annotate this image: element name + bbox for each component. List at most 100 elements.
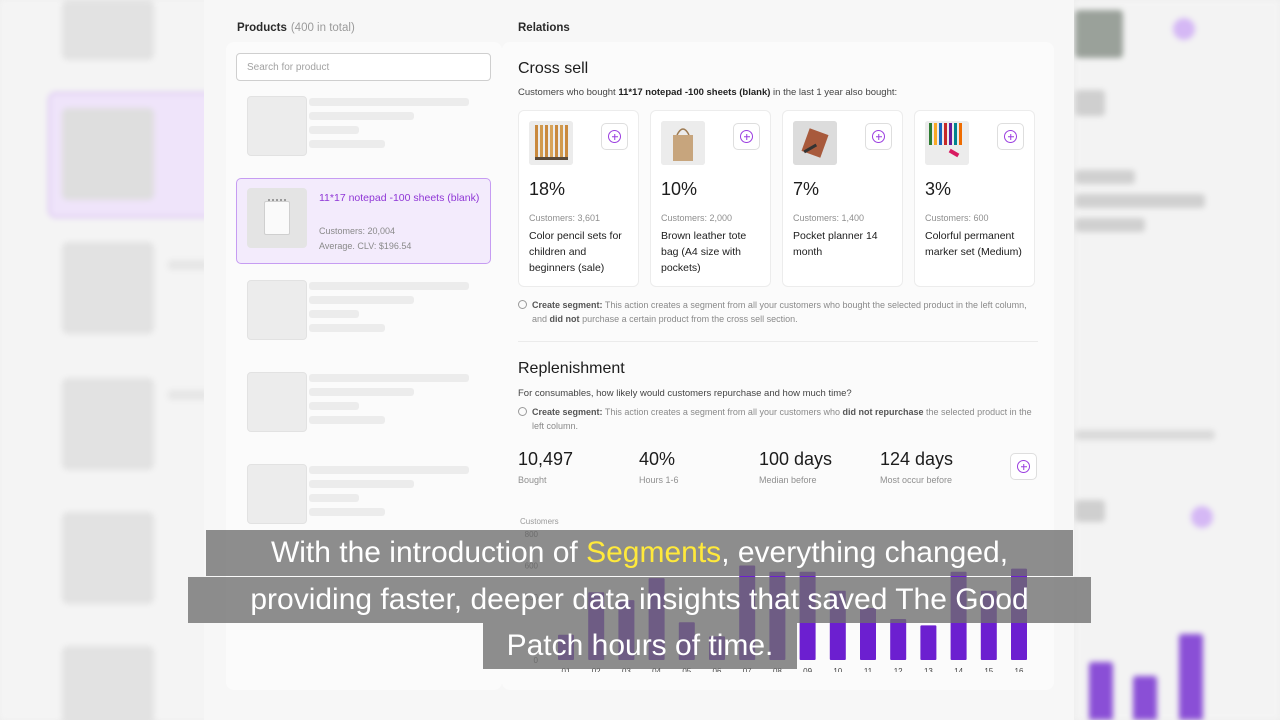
markers-image xyxy=(925,121,969,165)
chart-x-tick-label: 02 xyxy=(592,667,601,672)
chart-x-tick-label: 04 xyxy=(652,667,661,672)
desc-prefix: Customers who bought xyxy=(518,87,616,98)
cross-sell-percent: 10% xyxy=(661,179,698,199)
background-card xyxy=(62,0,154,60)
note-text: This action creates a segment from all y… xyxy=(604,407,840,417)
cross-sell-product-name: Colorful permanent marker set (Medium) xyxy=(925,230,1022,258)
stat-value: 100 days xyxy=(759,449,833,469)
notepad-icon xyxy=(264,199,290,235)
background-card xyxy=(62,512,154,604)
cross-sell-card[interactable]: 10% Customers: 2,000 Brown leather tote … xyxy=(650,110,771,287)
caption-line-3: Patch hours of time. xyxy=(483,623,797,669)
note-text: This action creates a segment from all y… xyxy=(532,300,1027,324)
chart-x-tick-label: 10 xyxy=(833,667,842,672)
cross-sell-percent: 18% xyxy=(529,179,566,199)
chart-x-tick-label: 01 xyxy=(562,667,571,672)
cross-sell-card[interactable]: 18% Customers: 3,601 Color pencil sets f… xyxy=(518,110,639,287)
background-text xyxy=(1075,500,1105,522)
cross-sell-description: Customers who bought 11*17 notepad -100 … xyxy=(518,87,897,98)
product-thumbnail-placeholder xyxy=(247,372,307,432)
cross-sell-percent: 3% xyxy=(925,179,952,199)
add-segment-button[interactable] xyxy=(601,123,628,150)
stat-bought: 10,497 Bought xyxy=(518,449,573,485)
replenishment-description: For consumables, how likely would custom… xyxy=(518,388,852,399)
stat-most-occur: 124 days Most occur before xyxy=(880,449,953,485)
replenishment-segment-note: Create segment: This action creates a se… xyxy=(518,405,1038,433)
skeleton-line xyxy=(309,508,385,516)
product-thumbnail-placeholder xyxy=(247,464,307,524)
skeleton-line xyxy=(309,310,359,318)
tote-bag-image xyxy=(661,121,705,165)
skeleton-line xyxy=(309,416,385,424)
products-title: Products xyxy=(237,22,287,34)
product-search-input[interactable] xyxy=(236,53,491,81)
chart-x-tick-label: 08 xyxy=(773,667,782,672)
skeleton-line xyxy=(309,140,385,148)
plus-circle-icon xyxy=(608,130,621,143)
add-segment-button[interactable] xyxy=(733,123,760,150)
chart-x-tick-label: 06 xyxy=(713,667,722,672)
background-text xyxy=(1075,170,1135,184)
background-line xyxy=(168,390,208,400)
cross-sell-product-name: Brown leather tote bag (A4 size with poc… xyxy=(661,230,747,274)
stat-median: 100 days Median before xyxy=(759,449,832,485)
stat-value: 40% xyxy=(639,449,676,469)
stat-label: Bought xyxy=(518,475,547,485)
cross-sell-customers: Customers: 3,601 xyxy=(529,213,601,223)
chart-x-tick-label: 09 xyxy=(803,667,812,672)
background-card xyxy=(62,242,154,334)
pencils-image xyxy=(529,121,573,165)
chart-x-tick-label: 12 xyxy=(894,667,903,672)
chart-x-tick-label: 15 xyxy=(984,667,993,672)
cross-sell-product-name: Color pencil sets for children and begin… xyxy=(529,230,622,274)
cross-sell-segment-note: Create segment: This action creates a se… xyxy=(518,298,1038,326)
background-bar xyxy=(1133,676,1157,720)
background-plus-icon xyxy=(1173,18,1195,40)
selected-product-name: 11*17 notepad -100 sheets (blank) xyxy=(319,192,480,204)
selected-product-card[interactable]: 11*17 notepad -100 sheets (blank) Custom… xyxy=(236,178,491,264)
chart-x-tick-label: 16 xyxy=(1015,667,1024,672)
chart-x-tick-label: 07 xyxy=(743,667,752,672)
info-icon xyxy=(518,407,527,416)
chart-x-tick-label: 03 xyxy=(622,667,631,672)
background-bar xyxy=(1179,634,1203,720)
stat-label: Most occur before xyxy=(880,475,953,485)
notepad-image xyxy=(247,188,307,248)
note-text: purchase a certain product from the cros… xyxy=(582,314,798,324)
products-heading: Products (400 in total) xyxy=(237,22,355,34)
chart-y-axis-label: Customers xyxy=(520,517,559,526)
background-text xyxy=(1075,430,1215,440)
background-card xyxy=(62,646,154,720)
add-segment-button[interactable] xyxy=(997,123,1024,150)
caption-line-2: providing faster, deeper data insights t… xyxy=(188,577,1091,623)
background-line xyxy=(168,260,208,270)
product-placeholder[interactable] xyxy=(236,96,491,166)
products-total: (400 in total) xyxy=(290,22,355,34)
chart-x-tick-label: 14 xyxy=(954,667,963,672)
stat-label: Median before xyxy=(759,475,817,485)
product-placeholder[interactable] xyxy=(236,372,491,442)
add-segment-button[interactable] xyxy=(865,123,892,150)
info-icon xyxy=(518,300,527,309)
stat-label: Hours 1-6 xyxy=(639,475,679,485)
product-thumbnail-placeholder xyxy=(247,280,307,340)
chart-bar xyxy=(890,619,907,660)
cross-sell-card[interactable]: 7% Customers: 1,400 Pocket planner 14 mo… xyxy=(782,110,903,287)
desc-product: 11*17 notepad -100 sheets (blank) xyxy=(618,87,771,98)
product-placeholder[interactable] xyxy=(236,464,491,534)
note-text: the selected product in the left column. xyxy=(532,407,1032,431)
note-label: Create segment: xyxy=(532,407,603,417)
skeleton-line xyxy=(309,466,469,474)
cross-sell-product-name: Pocket planner 14 month xyxy=(793,230,878,258)
caption-text: With the introduction of xyxy=(270,536,587,569)
section-divider xyxy=(518,341,1038,342)
stat-value: 10,497 xyxy=(518,449,574,469)
planner-image xyxy=(793,121,837,165)
skeleton-line xyxy=(309,494,359,502)
skeleton-line xyxy=(309,296,414,304)
desc-suffix: in the last 1 year also bought: xyxy=(773,87,898,98)
add-replenishment-segment-button[interactable] xyxy=(1010,453,1037,480)
plus-circle-icon xyxy=(740,130,753,143)
product-placeholder[interactable] xyxy=(236,280,491,350)
cross-sell-card[interactable]: 3% Customers: 600 Colorful permanent mar… xyxy=(914,110,1035,287)
